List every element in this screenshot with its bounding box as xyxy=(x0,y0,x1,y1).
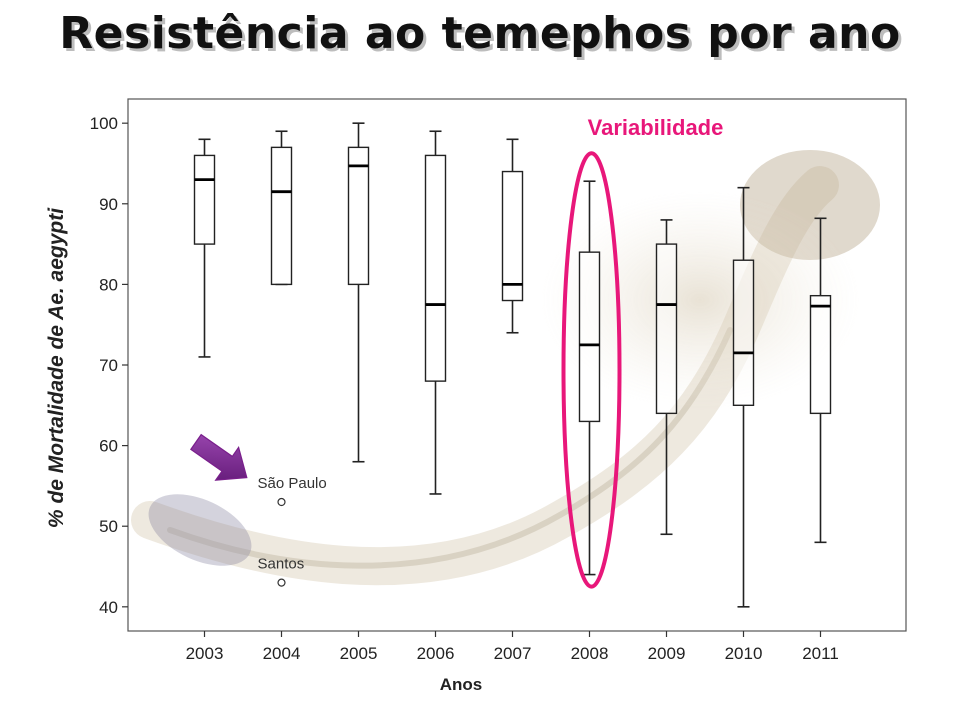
iqr-box xyxy=(578,251,601,423)
outliers-layer: São Paulo Santos xyxy=(258,475,327,587)
y-tick-label: 40 xyxy=(99,598,118,617)
x-tick-label: 2004 xyxy=(263,644,301,663)
highlight-ellipse xyxy=(561,151,622,589)
variability-highlight: Variabilidade xyxy=(561,115,724,589)
x-tick-label: 2009 xyxy=(648,644,686,663)
y-tick-label: 60 xyxy=(99,437,118,456)
box-2006 xyxy=(424,130,447,495)
boxes-layer xyxy=(193,122,832,608)
box-2010 xyxy=(732,186,755,608)
x-axis: 2003 2004 2005 2006 2007 2008 2009 2010 2011 xyxy=(186,631,839,663)
y-axis-title: % de Mortalidade de Ae. aegypti xyxy=(45,207,68,528)
x-tick-label: 2003 xyxy=(186,644,224,663)
iqr-box xyxy=(809,294,832,415)
outlier-point xyxy=(277,578,286,587)
box-2004 xyxy=(270,130,293,286)
box-2009 xyxy=(655,219,678,536)
iqr-box xyxy=(193,154,216,245)
outlier-point xyxy=(277,497,286,507)
x-axis-title: Anos xyxy=(440,675,483,694)
box-2007 xyxy=(501,138,524,334)
y-axis: 40 50 60 70 80 90 100 xyxy=(90,114,128,617)
arrow-icon xyxy=(190,433,248,481)
iqr-box xyxy=(501,170,524,302)
outlier-label: Santos xyxy=(258,556,305,573)
x-tick-label: 2010 xyxy=(725,644,763,663)
iqr-box xyxy=(732,259,755,407)
box-2005 xyxy=(347,122,370,463)
box-2008 xyxy=(578,180,601,576)
outlier-label: São Paulo xyxy=(258,475,327,492)
iqr-box xyxy=(655,243,678,415)
x-tick-label: 2005 xyxy=(340,644,378,663)
y-tick-label: 70 xyxy=(99,356,118,375)
y-tick-label: 100 xyxy=(90,114,118,133)
box-2003 xyxy=(193,138,216,358)
x-tick-label: 2011 xyxy=(802,644,839,663)
iqr-box xyxy=(347,146,370,286)
x-tick-label: 2006 xyxy=(417,644,455,663)
iqr-box xyxy=(424,154,447,382)
x-tick-label: 2008 xyxy=(571,644,609,663)
highlight-label: Variabilidade xyxy=(588,115,724,140)
y-tick-label: 80 xyxy=(99,275,118,294)
y-tick-label: 50 xyxy=(99,517,118,536)
iqr-box xyxy=(270,146,293,286)
x-tick-label: 2007 xyxy=(494,644,532,663)
y-tick-label: 90 xyxy=(99,195,118,214)
box-2011 xyxy=(809,217,832,544)
slide-title: Resistência ao temephos por ano xyxy=(59,8,901,59)
